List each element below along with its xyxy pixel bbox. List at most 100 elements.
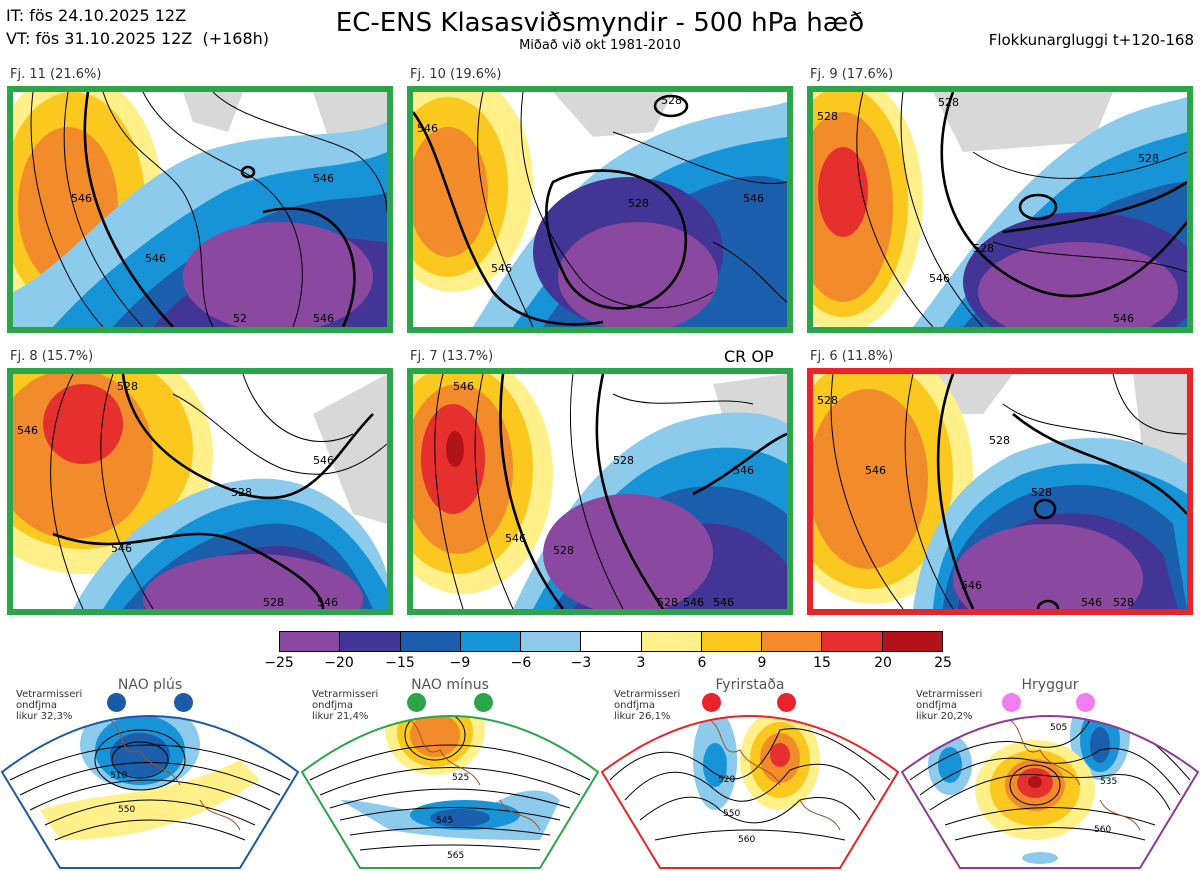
regime-map-nao-plus: 510 550 <box>0 690 300 870</box>
regime-dot <box>407 693 426 712</box>
colorbar-tick: −6 <box>510 655 532 671</box>
contour-label: 528 <box>628 197 649 210</box>
contour-label: 528 <box>1113 596 1134 609</box>
cluster-map-5: 546 546 528 528 546 546 528 546 <box>407 368 793 615</box>
regime-contour-label: 550 <box>723 809 740 819</box>
panel-label-1: Fj. 11 (21.6%) <box>10 67 102 82</box>
regime-dot <box>474 693 493 712</box>
regime-dot <box>1002 693 1021 712</box>
contour-label: 546 <box>313 312 334 325</box>
contour-label: 546 <box>865 464 886 477</box>
page-subtitle: Miðað við okt 1981-2010 <box>519 38 681 53</box>
regime-dot <box>702 693 721 712</box>
colorbar-tick: 20 <box>874 655 892 671</box>
contour-label: 546 <box>145 252 166 265</box>
colorbar-tick: 25 <box>934 655 952 671</box>
regime-note-blocking: Vetrarmisseri ondfjma likur 26,1% <box>614 689 681 722</box>
colorbar-tick: −20 <box>324 655 354 671</box>
regime-contour-label: 550 <box>118 805 135 815</box>
regime-map-ridge: 505 535 560 <box>900 690 1200 870</box>
colorbar-tick: −15 <box>385 655 415 671</box>
contour-label: 528 <box>938 96 959 109</box>
contour-label: 528 <box>1031 486 1052 499</box>
contour-label: 528 <box>553 544 574 557</box>
contour-label: 546 <box>1113 312 1134 325</box>
contour-label: 546 <box>417 122 438 135</box>
panel-label-4: Fj. 8 (15.7%) <box>10 349 94 364</box>
colorbar-tick: 6 <box>697 655 707 671</box>
contour-label: 546 <box>111 542 132 555</box>
cluster-map-3: 528 528 528 546 546 528 <box>807 86 1193 333</box>
contour-label: 546 <box>929 272 950 285</box>
regime-note-nao-minus: Vetrarmisseri ondfjma likur 21,4% <box>312 689 379 722</box>
contour-label: 546 <box>683 596 704 609</box>
contour-label: 546 <box>17 424 38 437</box>
colorbar-tick: 9 <box>757 655 767 671</box>
contour-label: 546 <box>961 579 982 592</box>
contour-label: 546 <box>733 464 754 477</box>
contour-label: 546 <box>71 192 92 205</box>
panel-label-3: Fj. 9 (17.6%) <box>810 67 894 82</box>
regime-contour-label: 525 <box>452 773 469 783</box>
colorbar-segment <box>460 632 522 651</box>
regime-title-nao-minus: NAO mínus <box>411 677 489 693</box>
regime-note-nao-plus: Vetrarmisseri ondfjma likur 32,3% <box>16 689 83 722</box>
regime-contour-label: 510 <box>110 771 127 781</box>
colorbar-segment <box>340 632 401 651</box>
colorbar-segment <box>581 632 642 651</box>
contour-label: 528 <box>973 242 994 255</box>
cluster-map-2: 528 546 528 546 546 <box>407 86 793 333</box>
colorbar-tick: −3 <box>570 655 592 671</box>
contour-label: 528 <box>1138 152 1159 165</box>
panel-label-2: Fj. 10 (19.6%) <box>410 67 502 82</box>
regime-contour-label: 560 <box>1094 825 1111 835</box>
classification-window: Flokkunargluggi t+120-168 <box>988 31 1194 49</box>
colorbar <box>279 631 943 652</box>
regime-dot <box>107 693 126 712</box>
regime-title-nao-plus: NAO plús <box>117 677 183 693</box>
regime-contour-label: 565 <box>447 851 464 861</box>
page-title: EC-ENS Klasasviðsmyndir - 500 hPa hæð <box>335 8 865 38</box>
colorbar-segment <box>762 632 823 651</box>
cr-op-label: CR OP <box>724 347 774 366</box>
contour-label: 546 <box>313 454 334 467</box>
contour-label: 546 <box>317 596 338 609</box>
contour-label: 546 <box>453 380 474 393</box>
colorbar-tick: 15 <box>813 655 831 671</box>
contour-label: 546 <box>313 172 334 185</box>
colorbar-tick: −25 <box>264 655 294 671</box>
contour-label: 546 <box>1081 596 1102 609</box>
regime-contour-label: 520 <box>718 775 735 785</box>
contour-label: 528 <box>231 486 252 499</box>
contour-label: 546 <box>505 532 526 545</box>
contour-label: 528 <box>613 454 634 467</box>
regime-map-nao-minus: 525 545 565 <box>300 690 600 870</box>
contour-label: 528 <box>817 394 838 407</box>
cluster-map-6: 528 546 528 528 546 546 528 <box>807 368 1193 615</box>
regime-contour-label: 505 <box>1050 723 1067 733</box>
contour-label: 528 <box>661 94 682 107</box>
cluster-map-1: 546 546 546 546 52 <box>7 86 393 333</box>
contour-label: 528 <box>117 380 138 393</box>
panel-label-6: Fj. 6 (11.8%) <box>810 349 894 364</box>
colorbar-segment <box>822 632 883 651</box>
regime-title-ridge: Hryggur <box>1021 677 1079 693</box>
regime-note-ridge: Vetrarmisseri ondfjma likur 20,2% <box>916 689 983 722</box>
regime-title-blocking: Fyrirstaða <box>715 677 785 693</box>
colorbar-segment <box>701 632 763 651</box>
cluster-map-4: 528 546 546 528 546 546 528 <box>7 368 393 615</box>
colorbar-segment <box>641 632 702 651</box>
colorbar-tick: −9 <box>449 655 471 671</box>
init-time: IT: fös 24.10.2025 12Z <box>6 6 187 25</box>
regime-dot <box>777 693 796 712</box>
panel-label-5: Fj. 7 (13.7%) <box>410 349 494 364</box>
regime-dot <box>1076 693 1095 712</box>
valid-time: VT: fös 31.10.2025 12Z (+168h) <box>6 29 270 48</box>
contour-label: 546 <box>743 192 764 205</box>
contour-label: 528 <box>657 596 678 609</box>
header-dates: IT: fös 24.10.2025 12Z VT: fös 31.10.2025… <box>6 4 269 50</box>
contour-label: 546 <box>491 262 512 275</box>
colorbar-segment <box>882 632 942 651</box>
regime-map-blocking: 520 550 560 <box>600 690 900 870</box>
contour-label: 546 <box>713 596 734 609</box>
